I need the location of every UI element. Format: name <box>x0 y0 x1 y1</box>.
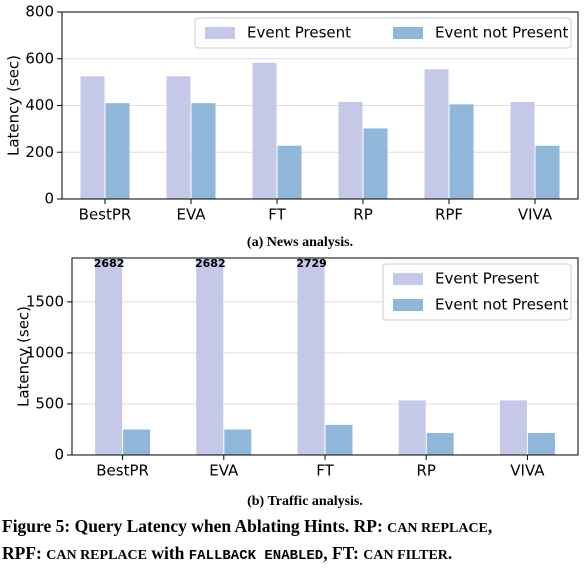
subfigure-caption: (b) Traffic analysis. <box>247 494 363 509</box>
x-tick-label: EVA <box>176 206 206 224</box>
bar <box>166 76 191 199</box>
bar <box>224 429 252 455</box>
x-tick-label: RPF <box>435 206 463 224</box>
figure-caption: Figure 5: Query Latency when Ablating Hi… <box>2 514 585 568</box>
y-tick-label: 1000 <box>26 343 64 361</box>
bar <box>325 424 353 455</box>
caption-line: Figure 5: Query Latency when Ablating Hi… <box>2 514 585 541</box>
x-tick-label: RP <box>416 462 435 480</box>
caption-text: RPF: <box>2 543 47 563</box>
caption-text: with <box>146 543 189 563</box>
y-tick-label: 0 <box>54 446 64 464</box>
caption-text: Figure 5: Query Latency when Ablating Hi… <box>2 516 388 536</box>
caption-text: CAN FILTER <box>363 548 448 563</box>
y-tick-label: 500 <box>35 394 64 412</box>
y-tick-label: 600 <box>25 49 54 67</box>
bar <box>105 103 130 199</box>
legend-label: Event not Present <box>435 24 568 42</box>
legend-swatch <box>393 299 423 311</box>
legend-label: Event Present <box>247 24 351 42</box>
bar-value-label: 2682 <box>94 257 125 270</box>
caption-text: CAN REPLACE <box>387 521 488 536</box>
bar-value-label: 2682 <box>195 257 226 270</box>
caption-text: , FT: <box>323 543 364 563</box>
caption-line: RPF: CAN REPLACE with FALLBACK ENABLED, … <box>2 541 585 568</box>
y-axis-label: Latency (sec) <box>15 306 33 407</box>
bar <box>80 76 105 199</box>
axes-frame <box>71 257 579 456</box>
y-tick-label: 1500 <box>26 292 64 310</box>
bar <box>252 62 277 199</box>
x-tick-label: EVA <box>209 462 239 480</box>
bar <box>426 433 454 455</box>
caption-text: , <box>487 516 493 536</box>
bar <box>277 145 302 199</box>
bar <box>527 433 555 455</box>
bar <box>499 400 527 455</box>
y-tick-label: 800 <box>25 3 54 21</box>
caption-text: FALLBACK ENABLED <box>188 548 324 564</box>
y-tick-label: 0 <box>44 190 54 208</box>
caption-text: . <box>447 543 453 563</box>
x-tick-label: VIVA <box>518 206 553 224</box>
bar <box>297 258 325 455</box>
x-tick-label: FT <box>268 206 286 224</box>
y-tick-label: 200 <box>25 143 54 161</box>
figure: 0 200 400 600 800 BestPR EVA FT RP RPF VIVA Latency… <box>5 3 579 509</box>
y-tick-label: 400 <box>25 96 54 114</box>
legend-swatch <box>393 27 423 39</box>
bar <box>398 400 426 455</box>
bar <box>424 69 449 199</box>
bar <box>95 258 123 455</box>
bar <box>191 103 216 199</box>
bars <box>80 62 560 199</box>
x-tick-label: RP <box>353 206 372 224</box>
axes-frame <box>61 11 579 200</box>
x-tick-label: BestPR <box>96 462 149 480</box>
caption-text: CAN REPLACE <box>46 548 147 563</box>
subfigure-caption: (a) News analysis. <box>247 235 353 250</box>
bar <box>535 145 560 199</box>
legend-label: Event not Present <box>435 296 568 314</box>
bar <box>123 429 151 455</box>
bar <box>510 101 535 199</box>
bar-value-label: 2729 <box>296 257 327 270</box>
x-tick-label: VIVA <box>510 462 545 480</box>
legend-swatch <box>393 273 423 285</box>
x-tick-label: FT <box>316 462 334 480</box>
x-tick-label: BestPR <box>79 206 132 224</box>
bar <box>196 258 224 455</box>
bar <box>338 101 363 199</box>
y-axis-label: Latency (sec) <box>5 55 23 156</box>
bar <box>449 104 474 199</box>
legend-box <box>194 17 572 49</box>
legend-box <box>382 263 572 321</box>
bars <box>95 258 555 455</box>
legend-label: Event Present <box>435 270 539 288</box>
legend-swatch <box>205 27 235 39</box>
bar <box>363 128 388 199</box>
